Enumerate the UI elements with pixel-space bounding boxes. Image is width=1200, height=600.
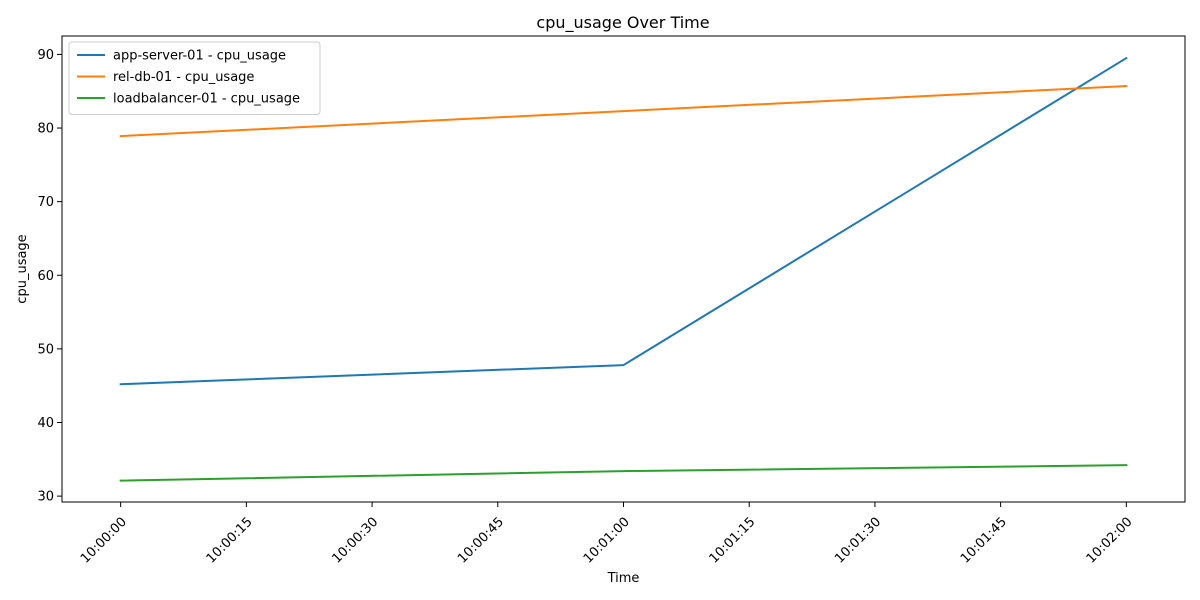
chart-title: cpu_usage Over Time <box>536 13 709 33</box>
y-tick-label: 60 <box>37 269 54 284</box>
x-tick-label: 10:00:45 <box>455 515 507 567</box>
y-axis-label: cpu_usage <box>15 234 30 303</box>
y-axis: 30 40 50 60 70 80 90 <box>37 48 62 505</box>
x-tick-label: 10:01:15 <box>707 515 759 567</box>
x-tick-label: 10:01:30 <box>832 515 884 567</box>
y-tick-label: 70 <box>37 195 54 210</box>
y-tick-label: 30 <box>37 490 54 505</box>
series-line-2 <box>119 85 1128 138</box>
legend-label-1: app-server-01 - cpu_usage <box>113 49 286 64</box>
legend-box <box>68 41 321 115</box>
y-tick-label: 90 <box>37 48 54 63</box>
series-line-1 <box>119 56 1128 386</box>
y-tick-label: 40 <box>37 416 54 431</box>
legend-label-2: rel-db-01 - cpu_usage <box>113 70 254 85</box>
x-axis-label: Time <box>607 571 640 586</box>
x-axis: 10:00:00 10:00:15 10:00:30 10:00:45 10:01:00… <box>78 502 1136 567</box>
x-tick-label: 10:01:45 <box>958 515 1010 567</box>
x-tick-label: 10:00:00 <box>78 515 130 567</box>
series-line-3 <box>119 464 1128 482</box>
legend: app-server-01 - cpu_usage rel-db-01 - cpu… <box>68 41 321 115</box>
legend-label-3: loadbalancer-01 - cpu_usage <box>113 92 300 107</box>
x-tick-label: 10:02:00 <box>1084 515 1136 567</box>
x-tick-label: 10:00:15 <box>204 515 256 567</box>
x-tick-label: 10:01:00 <box>581 515 633 567</box>
y-tick-label: 80 <box>37 122 54 137</box>
plot-area <box>119 56 1128 482</box>
x-tick-label: 10:00:30 <box>329 515 381 567</box>
y-tick-label: 50 <box>37 342 54 357</box>
